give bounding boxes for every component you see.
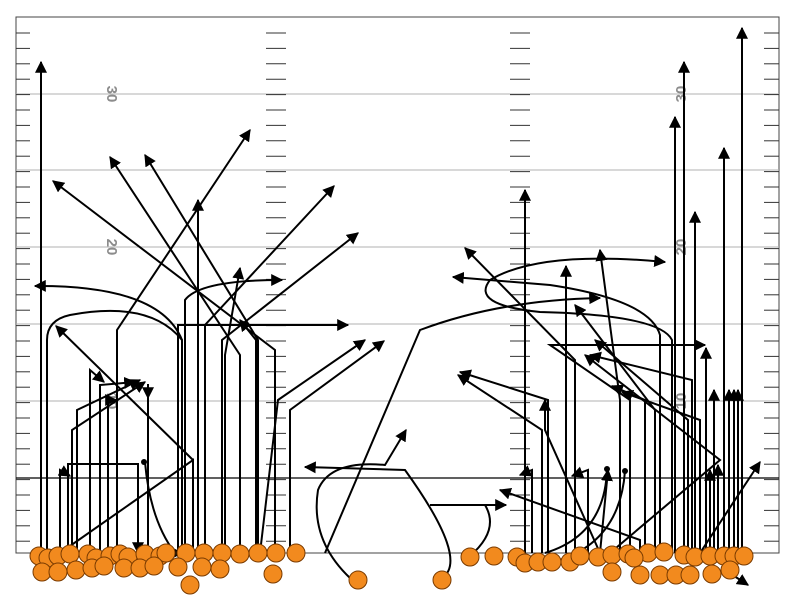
route-arrow [584,354,722,554]
yard-number: 30 [103,86,120,103]
player-marker [32,562,52,582]
route-arrow [224,266,245,553]
yard-number: 20 [103,239,120,256]
route-arrow [289,340,385,553]
player-marker [650,565,670,585]
player-marker [432,570,452,590]
yard-number: 30 [673,86,690,103]
player-marker [48,562,68,582]
route-arrow [99,376,137,553]
route-arrow [594,339,689,553]
route-arrow [116,129,251,553]
player-marker [144,556,164,576]
route-arrow [484,254,673,553]
player-marker [266,543,286,563]
yard-number: 10 [673,393,690,410]
player-marker [602,562,622,582]
route-arrow [324,292,602,554]
player-marker [60,544,80,564]
route-arrow [89,367,105,553]
player-marker [702,564,722,584]
route-arrow [221,232,359,553]
player-marker [630,565,650,585]
player-marker [542,552,562,572]
player-marker [484,546,504,566]
route-arrow [315,428,407,579]
route-arrow [144,153,259,553]
player-marker [230,544,250,564]
route-arrow [184,274,284,553]
player-marker [210,559,230,579]
player-marker [180,575,200,595]
route-arrow [52,180,276,553]
route-arrow [518,465,533,553]
player-marker [734,546,754,566]
route-arrow [699,460,761,554]
route-arrow [464,247,576,553]
route-arrow [544,468,608,554]
player-marker [654,542,674,562]
route-arrow [539,398,601,554]
player-marker [114,558,134,578]
route-arrow [177,319,350,553]
player-marker [348,570,368,590]
player-marker [212,543,232,563]
player-marker [570,546,590,566]
route-arrow [430,499,508,557]
route-arrow [259,339,366,554]
route-arrow [595,248,621,553]
route-arrow [105,394,118,553]
routes [33,26,761,586]
player-marker [263,564,283,584]
route-start-dot [622,468,628,474]
route-arrow [76,379,142,553]
route-arrow [56,326,194,554]
route-arrow [204,185,335,553]
route-arrow [456,374,543,553]
player-marker [94,556,114,576]
player-marker [720,560,740,580]
route-arrow [451,271,661,553]
route-arrow [67,463,144,555]
player-marker [156,543,176,563]
player-marker [168,557,188,577]
player-marker [680,565,700,585]
route-arrow [57,465,72,553]
yard-lines [16,93,779,402]
route-arrow [239,319,257,553]
route-arrow [588,351,693,553]
player-marker [460,547,480,567]
yard-number: 20 [673,239,690,256]
players [29,542,754,595]
route-arrow [620,390,701,553]
route-arrow [71,381,147,553]
field-border [15,16,780,554]
player-marker [248,543,268,563]
player-marker [602,545,622,565]
route-start-dot [141,459,147,465]
player-marker [624,548,644,568]
player-marker [66,560,86,580]
route-arrow [109,155,241,553]
player-marker [286,543,306,563]
route-arrow [33,279,183,341]
route-arrow [546,339,707,553]
player-marker [192,557,212,577]
